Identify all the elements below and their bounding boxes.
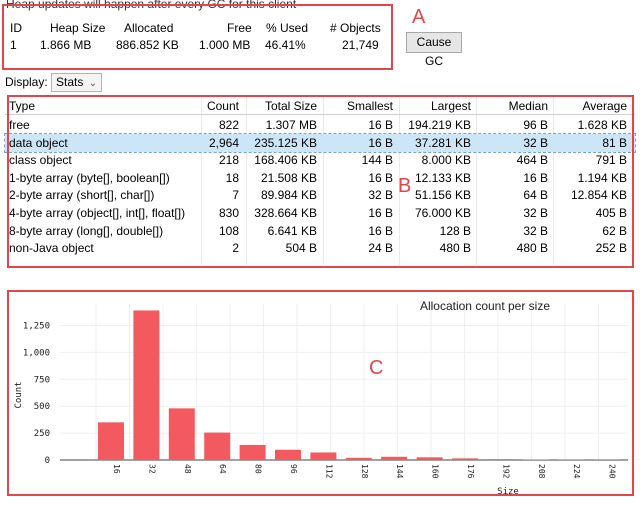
cause-gc-button[interactable]: Cause GC	[406, 32, 462, 53]
display-select-value: Stats	[56, 75, 83, 89]
annotation-box-b	[7, 95, 634, 268]
annotation-box-c	[7, 290, 634, 496]
annotation-label-a: A	[412, 6, 425, 29]
chevron-down-icon: ⌄	[89, 75, 97, 92]
annotation-label-c: C	[369, 357, 383, 380]
annotation-box-a	[2, 4, 393, 70]
annotation-label-b: B	[398, 175, 411, 198]
display-label: Display:	[5, 75, 48, 89]
display-select[interactable]: Stats ⌄	[51, 73, 102, 92]
